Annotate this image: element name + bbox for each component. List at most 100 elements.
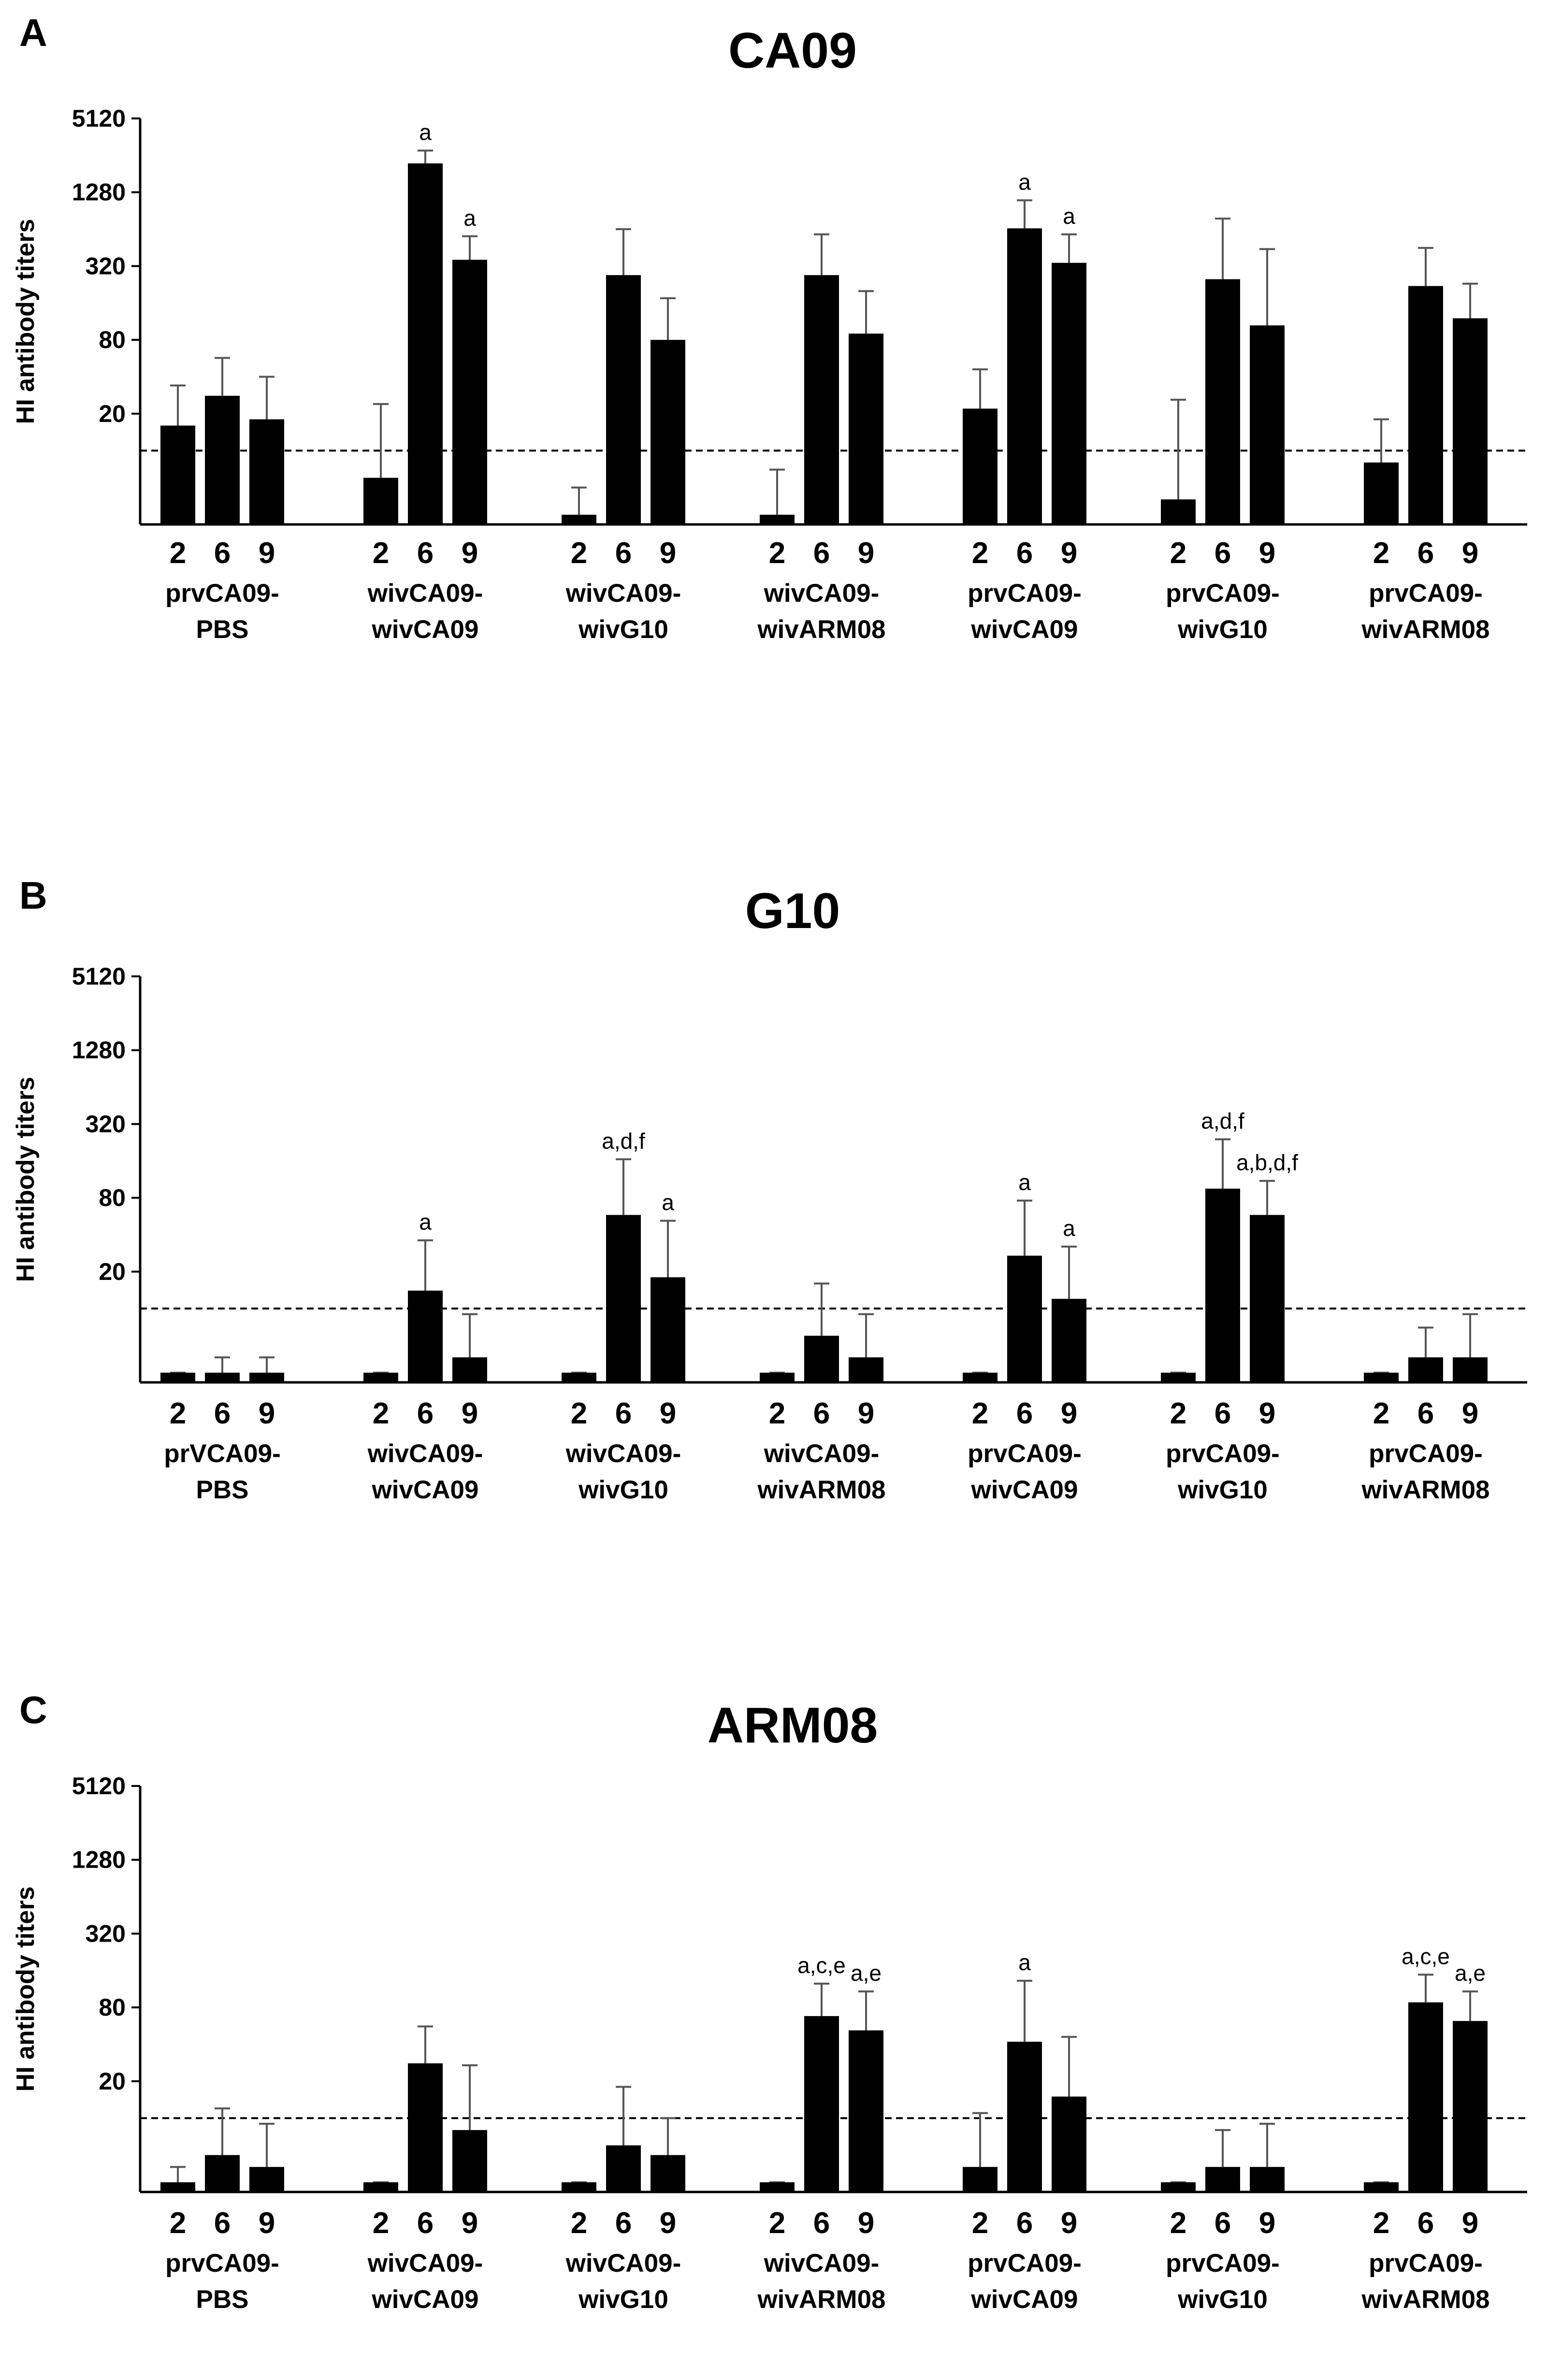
group-label-line2: wivCA09 xyxy=(971,1476,1078,1504)
bar xyxy=(1364,2182,1399,2192)
y-tick-label: 80 xyxy=(99,326,126,353)
x-tick-label: 6 xyxy=(1214,537,1231,570)
x-tick-label: 2 xyxy=(1170,537,1186,570)
x-tick-label: 9 xyxy=(259,2206,275,2240)
x-tick-label: 9 xyxy=(1061,2206,1077,2240)
group-label-line1: prvCA09- xyxy=(1369,2249,1483,2278)
bar xyxy=(963,408,998,524)
x-tick-label: 6 xyxy=(1016,1397,1033,1430)
bar xyxy=(452,1357,487,1382)
group-label-line2: PBS xyxy=(196,1476,249,1504)
bar xyxy=(1052,1299,1086,1382)
significance-annotation: a,e xyxy=(1455,1960,1486,1986)
x-tick-label: 9 xyxy=(1259,1397,1275,1430)
y-tick-label: 5120 xyxy=(72,105,126,132)
group-label-line1: prvCA09- xyxy=(968,1439,1082,1468)
x-tick-label: 2 xyxy=(1373,1397,1389,1430)
bar xyxy=(1161,499,1196,524)
bar xyxy=(562,2182,596,2192)
x-tick-label: 9 xyxy=(660,1397,676,1430)
x-tick-label: 6 xyxy=(813,537,830,570)
bar-group: 2 6 9 prvCA09- wivG10 xyxy=(1161,2122,1285,2314)
y-tick-label: 20 xyxy=(99,2068,126,2095)
significance-annotation: a xyxy=(1018,169,1031,194)
x-tick-label: 2 xyxy=(769,537,785,570)
chart-title: G10 xyxy=(745,883,840,939)
bar xyxy=(249,1372,284,1382)
bar xyxy=(1250,2167,1285,2192)
x-tick-label: 9 xyxy=(660,537,676,570)
bar xyxy=(408,1291,443,1382)
group-label-line2: wivG10 xyxy=(1177,1476,1268,1504)
x-tick-label: 9 xyxy=(1462,537,1478,570)
bar xyxy=(1364,1372,1399,1382)
y-tick-label: 1280 xyxy=(72,179,126,206)
bar xyxy=(205,1372,240,1382)
group-label-line2: wivCA09 xyxy=(971,2285,1078,2314)
bar xyxy=(606,2145,641,2192)
y-tick-label: 20 xyxy=(99,400,126,427)
bar xyxy=(1408,2002,1443,2192)
chart-title: CA09 xyxy=(728,23,857,79)
y-tick-label: 80 xyxy=(99,1994,126,2021)
group-label-line1: wivCA09- xyxy=(764,1439,880,1468)
bar xyxy=(249,2167,284,2192)
significance-annotation: a xyxy=(1063,1216,1075,1241)
x-tick-label: 9 xyxy=(1061,1397,1077,1430)
significance-annotation: a,d,f xyxy=(602,1128,645,1153)
bar xyxy=(1052,262,1086,524)
x-tick-label: 6 xyxy=(813,2206,830,2240)
bar xyxy=(363,2182,398,2192)
group-label-line2: wivG10 xyxy=(578,1476,668,1504)
bar xyxy=(160,2182,195,2192)
x-tick-label: 2 xyxy=(1373,537,1389,570)
group-label-line1: wivCA09- xyxy=(764,2249,880,2278)
panel-c: C ARM08 HI antibody titers 20 80 320 1280 5120 2… xyxy=(12,1688,1527,2314)
bar-group: 2 a,c,e 6 a,e 9 prvCA09- wivARM08 xyxy=(1361,1944,1489,2314)
group-label-line1: wivCA09- xyxy=(565,2249,681,2278)
x-tick-label: 6 xyxy=(1016,2206,1033,2240)
x-tick-label: 6 xyxy=(1417,2206,1434,2240)
x-tick-label: 9 xyxy=(858,2206,874,2240)
group-label-line2: wivCA09 xyxy=(971,615,1078,644)
bar xyxy=(1052,2096,1086,2192)
x-tick-label: 2 xyxy=(170,537,186,570)
bar xyxy=(1453,318,1488,524)
y-tick-label: 5120 xyxy=(72,1772,126,1800)
bar xyxy=(804,1335,839,1382)
group-label-line2: wivCA09 xyxy=(372,1476,479,1504)
x-tick-label: 9 xyxy=(858,537,874,570)
y-axis-label: HI antibody titers xyxy=(12,219,40,424)
chart-title: ARM08 xyxy=(708,1698,878,1754)
bar xyxy=(205,395,240,524)
significance-annotation: a xyxy=(419,1209,432,1234)
x-tick-label: 6 xyxy=(1214,2206,1231,2240)
x-tick-label: 6 xyxy=(417,2206,434,2240)
bar-group: 2 a 6 9 prvCA09- wivCA09 xyxy=(963,1950,1086,2314)
bar-group: 2 6 9 wivCA09- wivG10 xyxy=(562,2086,685,2314)
group-label-line2: PBS xyxy=(196,2285,249,2314)
bar xyxy=(1007,2042,1042,2192)
x-tick-label: 2 xyxy=(972,1397,988,1430)
bar xyxy=(1007,228,1042,524)
x-tick-label: 9 xyxy=(462,1397,478,1430)
x-tick-label: 2 xyxy=(373,1397,389,1430)
group-label-line1: prvCA09- xyxy=(1369,1439,1483,1468)
x-tick-label: 6 xyxy=(615,537,632,570)
group-label-line1: prvCA09- xyxy=(968,2249,1082,2278)
x-tick-label: 2 xyxy=(170,1397,186,1430)
bar-group: 2 a 6 a 9 prvCA09- wivCA09 xyxy=(963,1170,1086,1504)
bar xyxy=(1453,1357,1488,1382)
bar-group: 2 6 9 wivCA09- wivCA09 xyxy=(363,2025,487,2314)
x-tick-label: 2 xyxy=(1170,2206,1186,2240)
y-tick-label: 320 xyxy=(86,1920,126,1947)
bar xyxy=(1364,462,1399,524)
y-tick-label: 20 xyxy=(99,1258,126,1285)
bar xyxy=(205,2155,240,2192)
bar-group: 2 6 9 prvCA09- wivG10 xyxy=(1161,218,1285,644)
group-label-line1: prvCA09- xyxy=(1369,579,1483,608)
bar xyxy=(606,275,641,524)
x-tick-label: 6 xyxy=(1417,537,1434,570)
